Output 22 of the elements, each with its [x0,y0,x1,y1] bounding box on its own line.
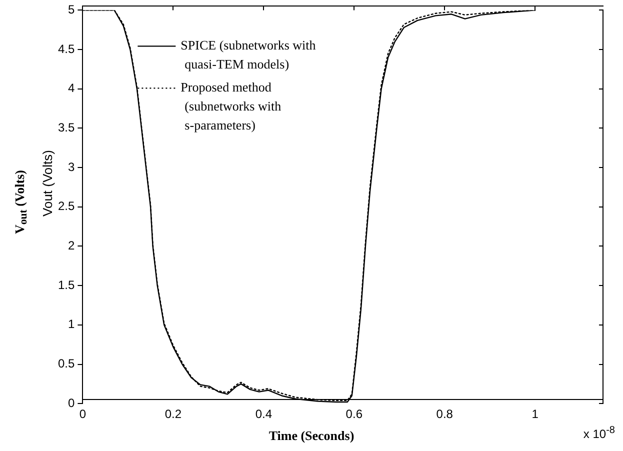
y-tick-label: 4.5 [58,42,75,56]
legend-label: SPICE (subnetworks with quasi-TEM models) [180,38,316,72]
y-tick-label: 0 [68,396,75,410]
y-tick-label: 0.5 [58,356,75,371]
x-tick-label: 0.6 [346,407,363,422]
x-tick-label: 0.8 [436,407,454,422]
x-tick-label: 0 [79,407,86,422]
y-tick-label: 3.5 [58,120,75,135]
text: Vout (Volts) [40,150,55,216]
y-tick-label: 2 [68,238,75,253]
y-tick-label: 3 [68,160,75,174]
y-tick-label: 5 [68,2,75,17]
legend-label: Proposed method (subnetworks with s-parameters) [180,80,282,133]
y-tick-label: 2.5 [58,199,75,214]
x-tick-label: 0.2 [164,407,182,422]
y-tick-label: 1 [68,317,75,332]
x-tick-label: 1 [532,407,539,422]
y-tick-label: 4 [68,81,75,96]
x-axis-title: Time (Seconds) [268,428,354,443]
x-tick-label: 0.4 [255,407,272,422]
text: x 10$^{-8}$ [583,425,615,441]
y-tick-label: 1.5 [58,278,75,292]
